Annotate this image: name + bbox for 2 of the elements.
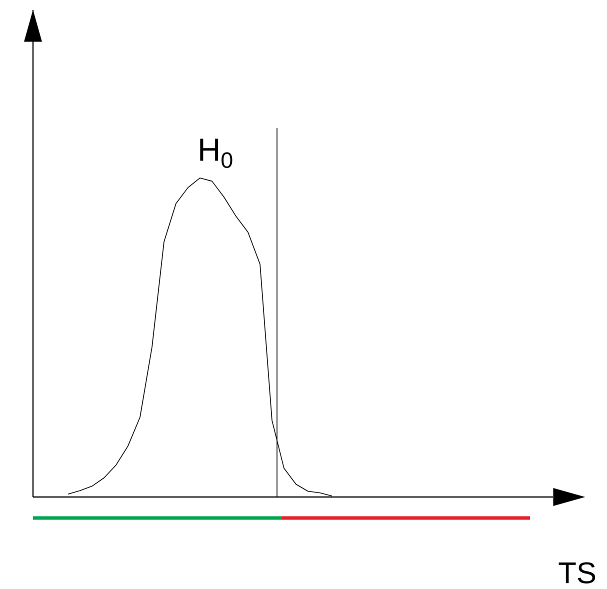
text: TS — [558, 562, 596, 584]
text: H$_{0}$ — [200, 138, 232, 168]
